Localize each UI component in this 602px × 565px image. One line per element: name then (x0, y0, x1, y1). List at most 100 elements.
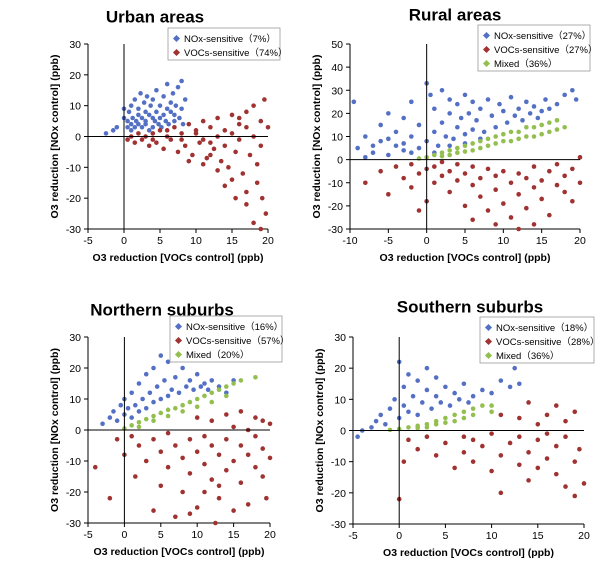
data-point-vocs (572, 409, 578, 415)
data-point-nox (148, 103, 153, 108)
data-point-vocs (531, 185, 537, 190)
data-point-nox (180, 365, 185, 371)
data-point-nox (132, 124, 138, 130)
data-point-vocs (229, 131, 235, 136)
data-point-vocs (501, 168, 506, 174)
data-point-nox (433, 393, 439, 399)
data-point-mixed (478, 145, 483, 151)
legend-marker-mixed (174, 350, 183, 359)
data-point-nox (363, 134, 368, 139)
legend-label: Mixed（20%） (186, 349, 249, 361)
data-point-nox (111, 409, 116, 414)
data-point-vocs (524, 205, 529, 211)
data-point-vocs (139, 137, 145, 142)
data-point-mixed (224, 393, 229, 399)
data-point-vocs (260, 474, 266, 479)
data-point-mixed (165, 407, 171, 413)
data-point-nox (401, 403, 407, 408)
chart-panel-1: Urban areas -5 0 5 10 15 20 -30 -20 -10 0 10 20 30 O3 … (49, 7, 287, 264)
data-point-vocs (265, 124, 271, 130)
data-point-vocs (489, 431, 494, 436)
data-point-mixed (209, 399, 215, 405)
data-point-nox (512, 113, 518, 118)
data-point-nox (172, 118, 177, 124)
x-tick-label: -5 (384, 235, 393, 247)
data-point-vocs (238, 443, 244, 448)
data-point-vocs (182, 143, 188, 149)
data-point-nox (466, 400, 471, 405)
data-point-vocs (251, 220, 256, 226)
chart-title: Urban areas (106, 7, 204, 26)
data-point-vocs (470, 217, 475, 223)
data-point-nox (180, 121, 186, 127)
data-point-vocs (485, 208, 491, 213)
data-point-vocs (154, 140, 159, 145)
data-point-vocs (517, 462, 522, 468)
data-point-nox (129, 415, 134, 420)
data-point-vocs (173, 443, 178, 448)
data-point-vocs (258, 118, 264, 124)
data-point-vocs (516, 226, 521, 232)
data-point-nox (527, 111, 533, 116)
data-point-vocs (197, 140, 202, 145)
data-point-vocs (238, 480, 244, 486)
y-tick-label: 30 (69, 39, 81, 51)
data-point-nox (498, 378, 504, 383)
data-point-nox (507, 384, 513, 390)
legend-marker-nox (174, 322, 183, 331)
data-point-nox (156, 121, 161, 127)
data-point-nox (456, 397, 462, 402)
data-point-vocs (186, 121, 192, 127)
chart-panel-2: Rural areas -10 -5 0 5 10 15 20 -30 -20 -10 0 10 20 30… (311, 5, 597, 264)
data-point-nox (143, 371, 149, 377)
data-point-mixed (439, 150, 445, 155)
data-point-vocs (260, 418, 266, 424)
data-point-nox (370, 150, 376, 155)
data-point-vocs (498, 490, 504, 496)
legend-label: NOx-sensitive（16%） (186, 321, 283, 333)
data-point-vocs (236, 115, 242, 121)
data-point-nox (161, 94, 166, 99)
data-point-vocs (508, 180, 514, 186)
y-axis-label: O3 reduction [NOx control] (ppb) (49, 55, 61, 219)
data-point-nox (151, 399, 156, 405)
data-point-nox (432, 106, 437, 112)
data-point-vocs (539, 196, 544, 202)
data-point-vocs (209, 443, 215, 448)
data-point-vocs (577, 155, 583, 160)
y-axis-label: O3 reduction [NOx control] (ppb) (311, 55, 323, 219)
data-point-nox (165, 359, 171, 365)
data-point-nox (141, 100, 147, 105)
data-point-vocs (516, 171, 521, 176)
data-point-vocs (409, 185, 414, 190)
data-point-nox (198, 384, 204, 389)
data-point-nox (176, 390, 182, 396)
data-point-vocs (470, 459, 476, 464)
data-point-vocs (547, 212, 552, 218)
data-point-vocs (194, 449, 200, 455)
data-point-mixed (187, 399, 193, 405)
x-tick-label: 5 (157, 235, 163, 247)
data-point-nox (130, 115, 135, 121)
data-point-vocs (501, 201, 506, 206)
data-point-nox (128, 128, 134, 133)
data-point-vocs (498, 412, 504, 418)
data-point-mixed (180, 402, 185, 408)
data-point-nox (392, 397, 397, 402)
legend-box (479, 316, 595, 364)
data-point-nox (136, 106, 141, 112)
data-point-vocs (224, 468, 229, 473)
data-point-vocs (447, 189, 452, 195)
data-point-vocs (226, 165, 231, 170)
data-point-mixed (202, 393, 207, 399)
x-tick-label: 5 (158, 529, 164, 541)
data-point-nox (132, 97, 138, 102)
data-point-nox (378, 122, 383, 128)
legend-marker-vocs (484, 337, 493, 346)
data-point-nox (182, 97, 188, 102)
x-tick-label: 20 (578, 530, 590, 542)
legend-marker-nox (482, 31, 491, 40)
data-point-nox (401, 384, 407, 390)
data-point-vocs (553, 471, 559, 477)
